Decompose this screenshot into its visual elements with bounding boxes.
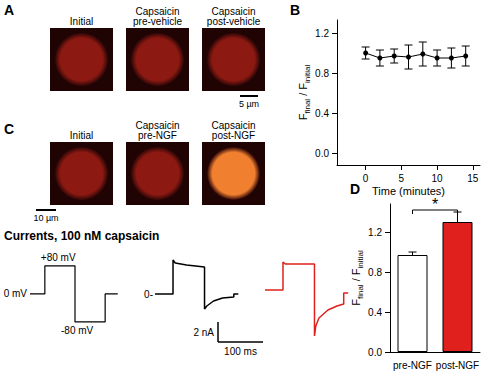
svg-text:F: F — [297, 113, 309, 121]
svg-text:0.0: 0.0 — [315, 148, 329, 159]
svg-text:pre-vehicle: pre-vehicle — [133, 16, 182, 27]
svg-text:+80 mV: +80 mV — [41, 252, 76, 263]
svg-text:F: F — [350, 299, 362, 306]
svg-text:*: * — [432, 196, 438, 213]
svg-text:Currents, 100 nM capsaicin: Currents, 100 nM capsaicin — [4, 229, 159, 243]
svg-text:/ F: / F — [350, 268, 362, 284]
svg-text:10: 10 — [432, 173, 444, 184]
svg-text:0.4: 0.4 — [315, 108, 329, 119]
svg-text:Capsaicin: Capsaicin — [211, 5, 256, 17]
svg-text:100 ms: 100 ms — [224, 346, 257, 357]
svg-text:0 mV: 0 mV — [4, 288, 28, 299]
svg-text:initial: initial — [356, 250, 365, 268]
svg-text:10 µm: 10 µm — [33, 213, 58, 223]
svg-text:D: D — [350, 181, 360, 197]
svg-text:-80 mV: -80 mV — [61, 325, 94, 336]
svg-text:0.0: 0.0 — [368, 347, 382, 358]
svg-text:pre-NGF: pre-NGF — [393, 360, 432, 371]
svg-text:Capsaicin: Capsaicin — [135, 119, 180, 131]
svg-text:B: B — [290, 2, 300, 18]
svg-text:Capsaicin: Capsaicin — [211, 119, 256, 131]
svg-text:0.4: 0.4 — [368, 307, 382, 318]
svg-text:Initial: Initial — [70, 130, 93, 141]
svg-text:Time (minutes): Time (minutes) — [372, 184, 445, 197]
svg-text:post-NGF: post-NGF — [212, 130, 255, 141]
svg-text:A: A — [4, 2, 14, 18]
svg-text:0-: 0- — [144, 289, 153, 300]
svg-text:final: final — [356, 284, 365, 299]
svg-text:Initial: Initial — [70, 16, 93, 27]
svg-text:post-NGF: post-NGF — [436, 360, 479, 371]
svg-text:15: 15 — [467, 173, 479, 184]
svg-text:2 nA: 2 nA — [193, 327, 214, 338]
svg-text:5: 5 — [399, 173, 405, 184]
svg-text:0: 0 — [363, 173, 369, 184]
svg-text:Capsaicin: Capsaicin — [135, 5, 180, 17]
svg-text:5 µm: 5 µm — [239, 99, 259, 109]
svg-text:post-vehicle: post-vehicle — [207, 16, 261, 27]
svg-text:1.2: 1.2 — [315, 28, 329, 39]
svg-text:initial: initial — [303, 65, 312, 83]
svg-text:C: C — [4, 121, 14, 137]
svg-text:final: final — [303, 99, 312, 114]
svg-text:0.8: 0.8 — [368, 267, 382, 278]
svg-text:0.8: 0.8 — [315, 68, 329, 79]
svg-text:/ F: / F — [297, 83, 309, 99]
svg-text:pre-NGF: pre-NGF — [138, 130, 177, 141]
svg-text:1.2: 1.2 — [368, 227, 382, 238]
